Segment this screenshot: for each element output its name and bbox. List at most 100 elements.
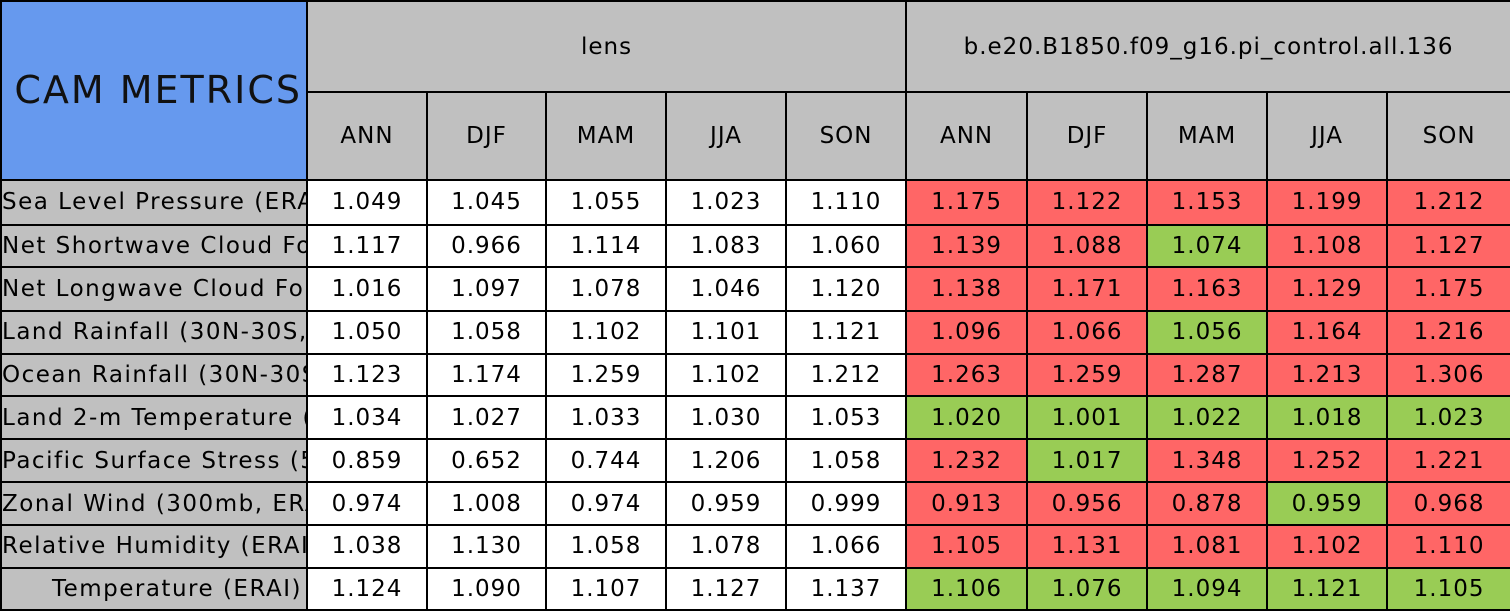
case-value-cell: 1.127 — [1386, 224, 1510, 269]
lens-value-cell: 1.016 — [306, 266, 428, 312]
table-row: Temperature (ERAI) 1.124 1.090 1.107 1.127 1.… — [0, 566, 1510, 611]
case-value-cell: 1.252 — [1266, 438, 1389, 484]
metric-name-cell: Land Rainfall (30N-30S, GPCP) — [0, 309, 308, 355]
lens-value-cell: 1.212 — [784, 352, 908, 397]
table-row: Zonal Wind (300mb, ERAI)0.9741.0080.9740… — [0, 481, 1510, 526]
case-value-cell: 1.081 — [1146, 523, 1269, 569]
lens-value-cell: 0.959 — [665, 481, 787, 526]
lens-value-cell: 1.107 — [545, 566, 667, 611]
case-value-cell: 1.106 — [905, 566, 1029, 611]
lens-value-cell: 1.123 — [306, 352, 428, 397]
case-value-cell: 1.096 — [905, 309, 1029, 355]
season-header-row: ANN DJF MAM JJA SON ANN DJF MAM JJA SON — [1, 91, 1510, 181]
lens-value-cell: 1.045 — [426, 178, 547, 227]
season-header: JJA — [665, 91, 787, 181]
lens-value-cell: 1.030 — [665, 394, 787, 441]
lens-value-cell: 1.033 — [545, 394, 667, 441]
table-row: Net Shortwave Cloud Forcing (CERES-EBAF)… — [0, 224, 1510, 269]
lens-value-cell: 0.974 — [545, 481, 667, 526]
metric-name-cell: Pacific Surface Stress (5N-5S, ERS) — [0, 438, 308, 484]
lens-value-cell: 1.049 — [306, 178, 428, 227]
case-value-cell: 1.139 — [905, 224, 1029, 269]
lens-value-cell: 1.124 — [306, 566, 428, 611]
lens-value-cell: 1.101 — [665, 309, 787, 355]
case-value-cell: 1.131 — [1026, 523, 1149, 569]
metric-name-cell: Temperature (ERAI) — [0, 566, 308, 611]
case-value-cell: 1.020 — [905, 394, 1029, 441]
lens-value-cell: 1.078 — [665, 523, 787, 569]
season-header: SON — [1386, 91, 1510, 181]
case-value-cell: 0.956 — [1026, 481, 1149, 526]
case-value-cell: 1.348 — [1146, 438, 1269, 484]
case-value-cell: 1.216 — [1386, 309, 1510, 355]
group-header-case: b.e20.B1850.f09_g16.pi_control.all.136 — [905, 0, 1510, 94]
case-value-cell: 1.056 — [1146, 309, 1269, 355]
season-header: SON — [784, 91, 908, 181]
case-value-cell: 1.232 — [905, 438, 1029, 484]
case-value-cell: 1.121 — [1266, 566, 1389, 611]
group-header-row: CAM METRICS lens b.e20.B1850.f09_g16.pi_… — [0, 0, 1510, 181]
lens-value-cell: 1.206 — [665, 438, 787, 484]
lens-value-cell: 1.259 — [545, 352, 667, 397]
group-header-lens: lens — [305, 0, 908, 94]
table-row: Relative Humidity (ERAI) 1.038 1.130 1.058 1… — [0, 523, 1510, 569]
table-row: Ocean Rainfall (30N-30S, GPCP)1.1231.174… — [0, 352, 1510, 397]
case-value-cell: 1.129 — [1266, 266, 1389, 312]
case-value-cell: 1.212 — [1386, 178, 1510, 227]
lens-value-cell: 1.038 — [306, 523, 428, 569]
season-header: ANN — [306, 91, 428, 181]
lens-value-cell: 1.050 — [306, 309, 428, 355]
lens-value-cell: 1.097 — [426, 266, 547, 312]
lens-value-cell: 1.023 — [665, 178, 787, 227]
case-value-cell: 1.163 — [1146, 266, 1269, 312]
lens-value-cell: 1.120 — [784, 266, 908, 312]
case-value-cell: 1.122 — [1026, 178, 1149, 227]
lens-value-cell: 1.058 — [545, 523, 667, 569]
case-value-cell: 1.213 — [1266, 352, 1389, 397]
lens-value-cell: 1.053 — [784, 394, 908, 441]
metric-name-cell: Ocean Rainfall (30N-30S, GPCP) — [0, 352, 308, 397]
case-value-cell: 1.175 — [1386, 266, 1510, 312]
season-header: MAM — [1146, 91, 1269, 181]
lens-value-cell: 0.744 — [545, 438, 667, 484]
metric-name-cell: Land 2-m Temperature (Willmott) — [0, 394, 308, 441]
season-header: DJF — [1026, 91, 1149, 181]
lens-value-cell: 1.110 — [784, 178, 908, 227]
case-value-cell: 1.138 — [905, 266, 1029, 312]
lens-value-cell: 0.999 — [784, 481, 908, 526]
table-row: Land 2-m Temperature (Willmott)1.0341.02… — [0, 394, 1510, 441]
season-header: MAM — [545, 91, 667, 181]
lens-value-cell: 1.066 — [784, 523, 908, 569]
lens-value-cell: 1.121 — [784, 309, 908, 355]
case-value-cell: 1.105 — [1386, 566, 1510, 611]
table-title: CAM METRICS — [0, 0, 308, 181]
case-value-cell: 1.164 — [1266, 309, 1389, 355]
case-value-cell: 1.094 — [1146, 566, 1269, 611]
lens-value-cell: 1.083 — [665, 224, 787, 269]
lens-value-cell: 1.174 — [426, 352, 547, 397]
lens-value-cell: 0.974 — [306, 481, 428, 526]
case-value-cell: 1.102 — [1266, 523, 1389, 569]
case-value-cell: 1.287 — [1146, 352, 1269, 397]
case-value-cell: 1.088 — [1026, 224, 1149, 269]
case-value-cell: 0.878 — [1146, 481, 1269, 526]
lens-value-cell: 1.114 — [545, 224, 667, 269]
case-value-cell: 0.959 — [1266, 481, 1389, 526]
case-value-cell: 1.263 — [905, 352, 1029, 397]
lens-value-cell: 1.090 — [426, 566, 547, 611]
case-value-cell: 0.913 — [905, 481, 1029, 526]
season-header: JJA — [1266, 91, 1389, 181]
lens-value-cell: 1.058 — [784, 438, 908, 484]
lens-value-cell: 1.058 — [426, 309, 547, 355]
case-value-cell: 1.153 — [1146, 178, 1269, 227]
case-value-cell: 1.022 — [1146, 394, 1269, 441]
lens-value-cell: 1.027 — [426, 394, 547, 441]
case-value-cell: 1.306 — [1386, 352, 1510, 397]
case-value-cell: 1.076 — [1026, 566, 1149, 611]
case-value-cell: 1.171 — [1026, 266, 1149, 312]
metric-name-cell: Net Shortwave Cloud Forcing (CERES-EBAF) — [0, 224, 308, 269]
case-value-cell: 1.108 — [1266, 224, 1389, 269]
lens-value-cell: 1.060 — [784, 224, 908, 269]
